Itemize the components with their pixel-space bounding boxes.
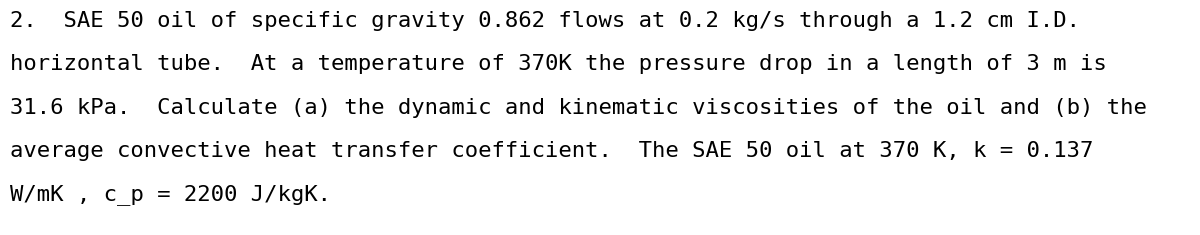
Text: average convective heat transfer coefficient.  The SAE 50 oil at 370 K, k = 0.13: average convective heat transfer coeffic…: [10, 141, 1093, 161]
Text: W/mK , c_p = 2200 J/kgK.: W/mK , c_p = 2200 J/kgK.: [10, 184, 331, 205]
Text: horizontal tube.  At a temperature of 370K the pressure drop in a length of 3 m : horizontal tube. At a temperature of 370…: [10, 54, 1106, 74]
Text: 31.6 kPa.  Calculate (a) the dynamic and kinematic viscosities of the oil and (b: 31.6 kPa. Calculate (a) the dynamic and …: [10, 98, 1146, 118]
Text: 2.  SAE 50 oil of specific gravity 0.862 flows at 0.2 kg/s through a 1.2 cm I.D.: 2. SAE 50 oil of specific gravity 0.862 …: [10, 11, 1080, 31]
